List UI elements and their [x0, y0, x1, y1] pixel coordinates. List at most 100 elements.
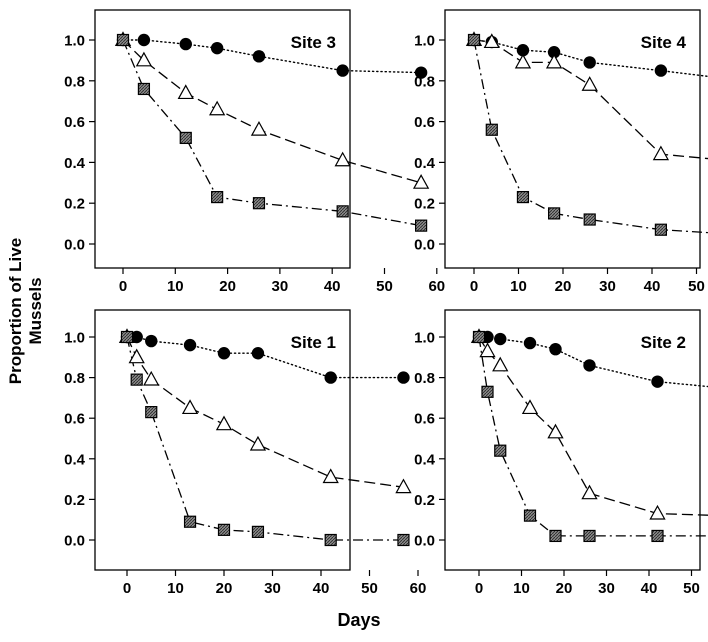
x-tick-label: 50	[376, 278, 393, 295]
y-tick-label: 0.8	[414, 73, 435, 90]
square-point	[654, 223, 668, 236]
circle-point	[324, 371, 337, 384]
x-tick-label: 60	[428, 278, 445, 295]
square-point	[651, 529, 664, 543]
panel-title: Site 1	[291, 333, 336, 352]
x-tick-label: 40	[644, 278, 661, 295]
y-tick-label: 1.0	[64, 330, 85, 347]
circle-point	[130, 330, 143, 344]
x-tick-label: 20	[555, 278, 572, 295]
y-tick-label: 0.4	[414, 155, 436, 172]
triangle-point	[492, 356, 509, 372]
triangle-point	[545, 53, 563, 69]
plot-frame	[94, 309, 351, 571]
circle-point	[494, 332, 507, 346]
series-line-filled-circle	[122, 39, 422, 74]
triangle-point	[215, 415, 233, 431]
series-line-open-triangle	[126, 336, 404, 488]
circle-point	[397, 371, 410, 384]
triangle-point	[547, 423, 564, 439]
square-point	[251, 525, 265, 538]
triangle-point	[208, 100, 226, 116]
y-tick-label: 0.2	[64, 196, 85, 213]
series-line-open-triangle	[122, 39, 422, 184]
plot-frame	[444, 9, 701, 269]
triangle-point	[514, 53, 532, 69]
panel-title: Site 2	[641, 333, 686, 352]
x-tick-label: 10	[167, 278, 184, 295]
circle-point	[251, 347, 265, 360]
square-point	[494, 444, 507, 457]
square-point	[217, 523, 231, 536]
y-tick-label: 0.4	[414, 451, 436, 468]
square-point	[485, 123, 498, 136]
square-point	[116, 33, 130, 47]
y-tick-label: 0.8	[64, 370, 85, 387]
triangle-point	[177, 84, 194, 100]
x-tick-label: 0	[475, 580, 483, 597]
x-tick-label: 40	[641, 580, 658, 597]
x-tick-label: 40	[313, 580, 330, 597]
circle-point	[583, 56, 596, 69]
square-point	[179, 131, 192, 145]
y-tick-label: 1.0	[64, 33, 85, 50]
y-tick-label: 0.2	[414, 196, 435, 213]
panel-site-1: 0.0 0.2 0.4 0.6 0.8 1.0 0 10 20 30 40 50 60 Site 1	[64, 309, 426, 597]
triangle-point	[181, 399, 199, 415]
circle-point	[654, 64, 668, 77]
x-axis-label: Days	[337, 610, 381, 630]
x-tick-label: 0	[470, 278, 478, 295]
panel-title: Site 4	[641, 33, 687, 52]
series-line-filled-circle	[126, 336, 405, 379]
square-point	[252, 197, 266, 210]
y-tick-label: 0.8	[414, 370, 435, 387]
triangle-point	[322, 468, 339, 484]
plot-frame	[444, 309, 701, 571]
circle-point	[217, 347, 231, 360]
triangle-point	[412, 174, 430, 189]
x-tick-label: 30	[599, 278, 616, 295]
series-line-hatched-square	[126, 336, 404, 541]
square-point	[547, 207, 561, 220]
x-tick-label: 30	[598, 580, 615, 597]
panel-site-3: 0.0 0.2 0.4 0.6 0.8 1.0 0 10 20 30 40 50 60 Site 3	[64, 9, 445, 295]
circle-point	[336, 64, 349, 77]
series-line-hatched-square	[473, 39, 708, 234]
square-point	[472, 330, 486, 344]
triangle-point	[649, 504, 666, 520]
circle-point	[549, 342, 562, 356]
x-tick-label: 40	[324, 278, 341, 295]
y-tick-label: 0.2	[64, 492, 85, 509]
x-tick-label: 10	[167, 580, 184, 597]
y-tick-label: 0.2	[414, 492, 435, 509]
circle-point	[137, 33, 151, 47]
triangle-point	[135, 51, 153, 67]
square-point	[120, 330, 134, 344]
y-tick-label: 0.0	[64, 533, 85, 550]
x-tick-label: 50	[683, 580, 700, 597]
triangle-point	[581, 76, 598, 91]
circle-point	[252, 50, 266, 63]
square-point	[516, 190, 530, 204]
series-line-hatched-square	[122, 39, 422, 227]
x-tick-label: 30	[272, 278, 289, 295]
triangle-point	[334, 151, 351, 167]
y-tick-label: 0.0	[414, 237, 435, 254]
panel-title: Site 3	[291, 33, 336, 52]
square-point	[137, 82, 151, 96]
square-point	[549, 529, 562, 543]
square-point	[523, 509, 537, 522]
plot-frame	[94, 9, 351, 269]
triangle-point	[521, 399, 539, 415]
triangle-point	[250, 121, 268, 136]
circle-point	[414, 66, 428, 79]
square-point	[583, 213, 596, 226]
circle-point	[523, 336, 537, 350]
y-tick-label: 0.0	[64, 237, 85, 254]
square-point	[583, 529, 596, 543]
square-point	[130, 373, 143, 386]
y-axis-label: Proportion of Live Mussels	[6, 237, 45, 385]
circle-point	[583, 359, 596, 372]
